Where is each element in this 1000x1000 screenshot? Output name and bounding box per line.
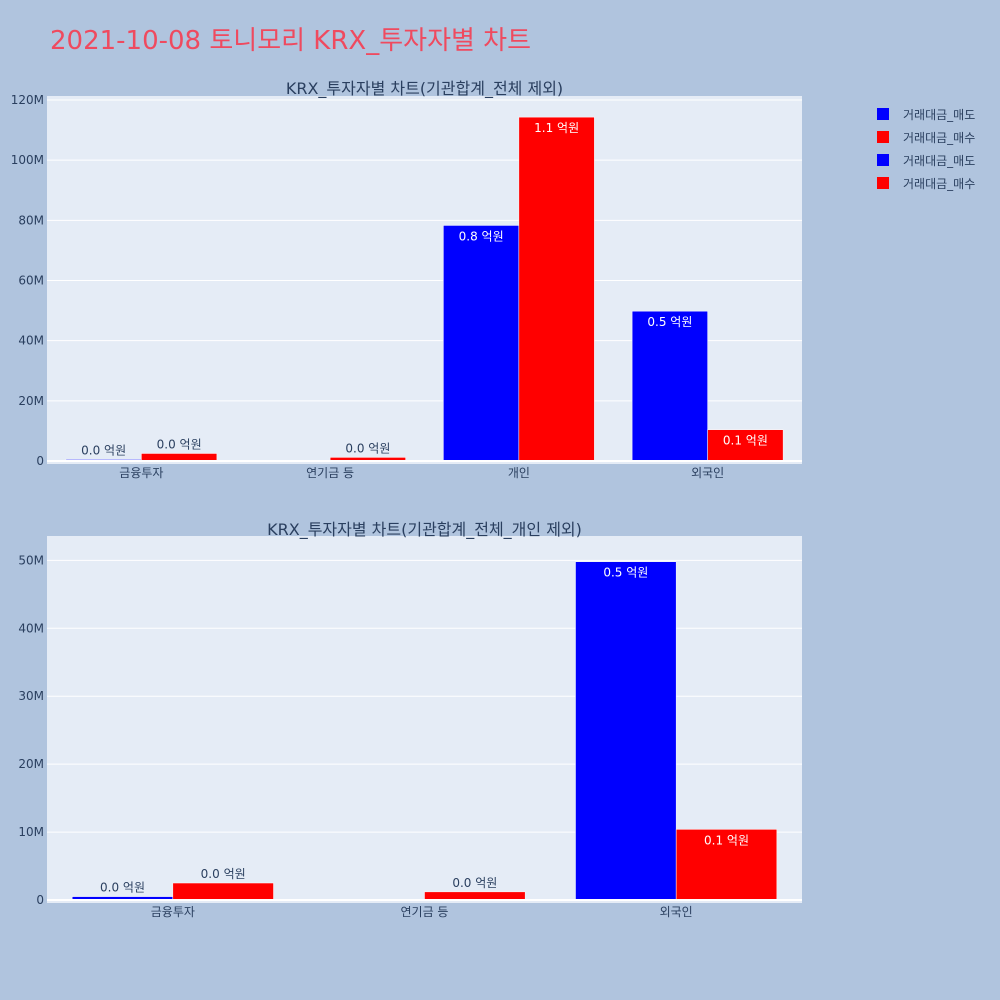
chart-title: KRX_투자자별 차트(기관합계_전체 제외) (286, 79, 563, 99)
x-tick-label: 외국인 (660, 905, 693, 919)
legend-swatch[interactable] (877, 154, 889, 166)
data-label: 0.0 억원 (81, 443, 126, 457)
legend-label[interactable]: 거래대금_매수 (903, 131, 975, 145)
chart-individual-excluded: KRX_투자자별 차트(기관합계_전체_개인 제외) 0 10M 20M 30M 40M 5… (18, 520, 802, 919)
bar[interactable] (172, 882, 274, 901)
y-tick-label: 10M (18, 825, 44, 839)
y-tick-label: 0 (36, 893, 44, 907)
y-tick-label: 100M (11, 153, 44, 167)
bar[interactable] (141, 453, 218, 462)
data-label: 0.5 억원 (647, 315, 692, 329)
data-label: 0.8 억원 (459, 229, 504, 243)
data-label: 0.0 억원 (100, 881, 145, 895)
y-tick-label: 40M (18, 334, 44, 348)
bar[interactable] (424, 891, 526, 901)
bar[interactable] (575, 561, 677, 901)
y-tick-label: 0 (36, 454, 44, 468)
bar[interactable] (707, 429, 784, 462)
data-label: 0.0 억원 (201, 867, 246, 881)
x-tick-label: 연기금 등 (306, 466, 354, 480)
x-tick-label: 금융투자 (119, 466, 163, 480)
data-label: 0.1 억원 (704, 833, 749, 847)
bar[interactable] (675, 829, 778, 901)
y-tick-label: 120M (11, 93, 44, 107)
bar[interactable] (443, 225, 520, 462)
y-tick-label: 80M (18, 213, 44, 227)
chart-institution-excluded: KRX_투자자별 차트(기관합계_전체 제외) 0 20M 40M 60M 80M 100M… (11, 79, 802, 480)
legend-label[interactable]: 거래대금_매도 (903, 154, 975, 168)
data-label: 1.1 억원 (534, 121, 579, 135)
data-label: 0.0 억원 (157, 437, 202, 451)
y-tick-label: 20M (18, 394, 44, 408)
data-label: 0.1 억원 (723, 434, 768, 448)
legend-label[interactable]: 거래대금_매도 (903, 108, 975, 122)
x-tick-label: 개인 (508, 466, 530, 480)
bar[interactable] (631, 310, 708, 462)
legend-swatch[interactable] (877, 177, 889, 189)
data-label: 0.0 억원 (345, 441, 390, 455)
data-label: 0.0 억원 (452, 876, 497, 890)
bar[interactable] (518, 116, 595, 462)
legend-swatch[interactable] (877, 131, 889, 143)
y-tick-label: 50M (18, 553, 44, 567)
y-tick-label: 60M (18, 274, 44, 288)
chart-title: KRX_투자자별 차트(기관합계_전체_개인 제외) (267, 520, 582, 540)
page-title: 2021-10-08 토니모리 KRX_투자자별 차트 (50, 26, 531, 56)
y-tick-label: 40M (18, 621, 44, 635)
x-tick-label: 외국인 (691, 466, 724, 480)
y-tick-label: 30M (18, 689, 44, 703)
x-tick-label: 금융투자 (151, 905, 195, 919)
x-tick-label: 연기금 등 (401, 905, 449, 919)
legend-label[interactable]: 거래대금_매수 (903, 177, 975, 191)
legend-swatch[interactable] (877, 108, 889, 120)
y-tick-label: 20M (18, 757, 44, 771)
data-label: 0.5 억원 (603, 566, 648, 580)
